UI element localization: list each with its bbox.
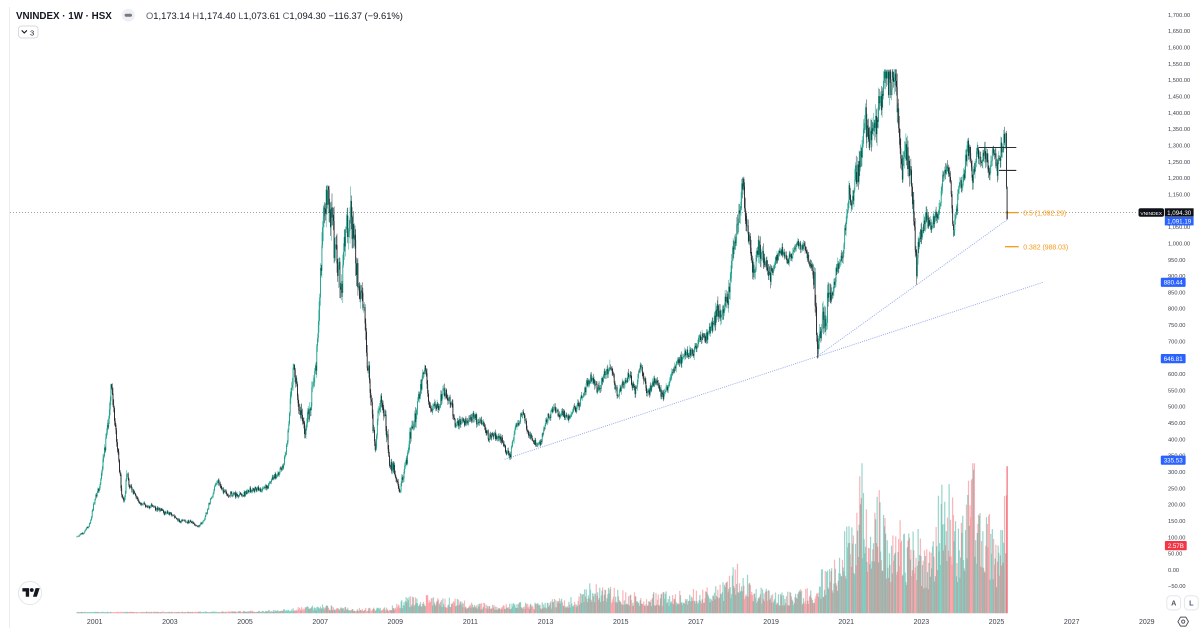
svg-text:1,400.00: 1,400.00: [1168, 111, 1190, 117]
svg-text:500.00: 500.00: [1168, 405, 1185, 411]
svg-text:1,050.00: 1,050.00: [1168, 225, 1190, 231]
svg-text:2017: 2017: [688, 619, 704, 626]
svg-text:L: L: [1189, 599, 1194, 608]
svg-text:A: A: [1171, 599, 1176, 608]
svg-text:250.00: 250.00: [1168, 486, 1185, 492]
svg-text:0.00: 0.00: [1168, 568, 1179, 574]
svg-text:450.00: 450.00: [1168, 421, 1185, 427]
svg-text:3: 3: [30, 28, 34, 37]
svg-text:VNINDEX: VNINDEX: [1140, 211, 1162, 217]
svg-text:2005: 2005: [237, 619, 253, 626]
svg-text:400.00: 400.00: [1168, 437, 1185, 443]
svg-text:600.00: 600.00: [1168, 372, 1185, 378]
svg-text:VNINDEX · 1W · HSX: VNINDEX · 1W · HSX: [16, 11, 112, 22]
svg-text:100.00: 100.00: [1168, 535, 1185, 541]
svg-text:2019: 2019: [763, 619, 779, 626]
svg-text:335.53: 335.53: [1164, 458, 1183, 465]
svg-text:550.00: 550.00: [1168, 388, 1185, 394]
svg-text:1,000.00: 1,000.00: [1168, 241, 1190, 247]
svg-text:1,450.00: 1,450.00: [1168, 95, 1190, 101]
svg-text:950.00: 950.00: [1168, 258, 1185, 264]
svg-text:2023: 2023: [914, 619, 930, 626]
svg-text:1,650.00: 1,650.00: [1168, 29, 1190, 35]
svg-text:2029: 2029: [1139, 619, 1155, 626]
svg-text:150.00: 150.00: [1168, 519, 1185, 525]
svg-text:2.57B: 2.57B: [1168, 543, 1184, 550]
svg-text:1,091.19: 1,091.19: [1167, 219, 1192, 226]
svg-text:850.00: 850.00: [1168, 290, 1185, 296]
svg-text:1,300.00: 1,300.00: [1168, 144, 1190, 150]
svg-text:O1,173.14 H1,174.40 L1,073.61: O1,173.14 H1,174.40 L1,073.61 C1,094.30 …: [146, 10, 403, 21]
svg-text:2025: 2025: [989, 619, 1005, 626]
svg-text:2021: 2021: [838, 619, 854, 626]
svg-text:50.00: 50.00: [1168, 552, 1182, 558]
svg-text:2001: 2001: [87, 619, 103, 626]
svg-text:1,350.00: 1,350.00: [1168, 127, 1190, 133]
svg-text:1,094.30: 1,094.30: [1167, 210, 1192, 217]
svg-text:1,500.00: 1,500.00: [1168, 78, 1190, 84]
svg-text:2009: 2009: [388, 619, 404, 626]
svg-text:2027: 2027: [1064, 619, 1080, 626]
svg-text:1,700.00: 1,700.00: [1168, 13, 1190, 19]
svg-text:2007: 2007: [312, 619, 328, 626]
svg-text:750.00: 750.00: [1168, 323, 1185, 329]
svg-text:0.382 (988.03): 0.382 (988.03): [1023, 244, 1068, 251]
svg-text:2013: 2013: [538, 619, 554, 626]
svg-text:1,150.00: 1,150.00: [1168, 193, 1190, 199]
svg-text:2003: 2003: [162, 619, 178, 626]
svg-text:1,600.00: 1,600.00: [1168, 46, 1190, 52]
svg-text:1,250.00: 1,250.00: [1168, 160, 1190, 166]
svg-text:−50.00: −50.00: [1168, 584, 1186, 590]
svg-text:2015: 2015: [613, 619, 629, 626]
svg-text:1,200.00: 1,200.00: [1168, 176, 1190, 182]
svg-text:1,550.00: 1,550.00: [1168, 62, 1190, 68]
svg-text:0.5 (1,092.29): 0.5 (1,092.29): [1023, 211, 1066, 218]
svg-text:880.44: 880.44: [1164, 280, 1183, 287]
svg-text:200.00: 200.00: [1168, 503, 1185, 509]
svg-text:700.00: 700.00: [1168, 339, 1185, 345]
svg-text:300.00: 300.00: [1168, 470, 1185, 476]
svg-text:646.81: 646.81: [1164, 356, 1183, 363]
svg-text:900.00: 900.00: [1168, 274, 1185, 280]
svg-text:2011: 2011: [463, 619, 478, 626]
svg-text:800.00: 800.00: [1168, 307, 1185, 313]
